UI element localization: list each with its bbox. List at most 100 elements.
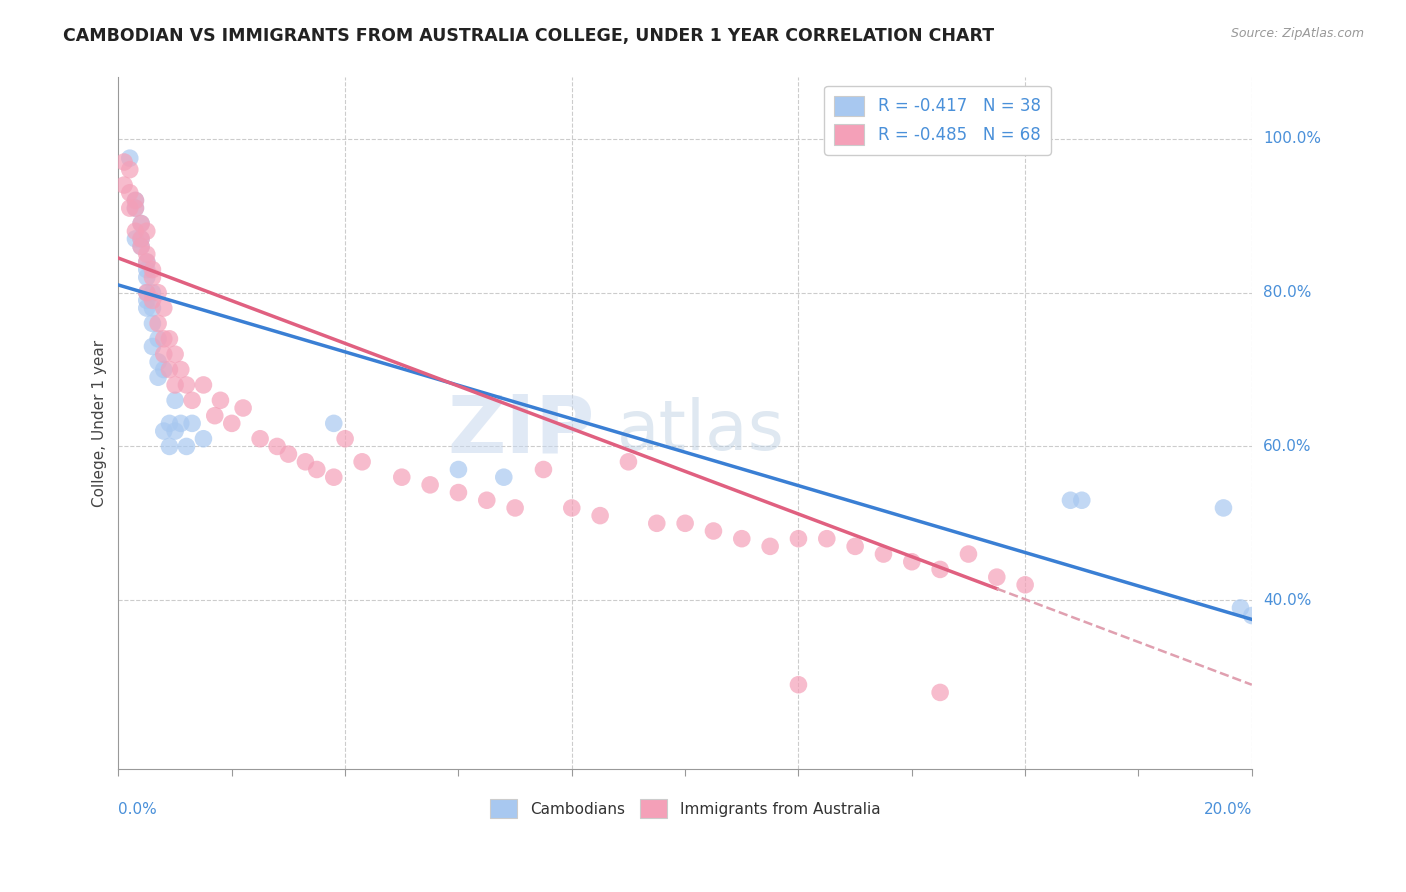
Point xyxy=(159,439,181,453)
Point xyxy=(159,332,181,346)
Text: 100.0%: 100.0% xyxy=(1263,131,1322,146)
Point xyxy=(146,332,169,346)
Point xyxy=(815,532,838,546)
Point xyxy=(146,317,169,331)
Point xyxy=(986,570,1008,584)
Point xyxy=(118,201,141,215)
Point xyxy=(135,255,157,269)
Point xyxy=(193,432,215,446)
Point xyxy=(170,417,193,431)
Point xyxy=(447,462,470,476)
Point xyxy=(929,562,952,576)
Point xyxy=(305,462,328,476)
Point xyxy=(135,247,157,261)
Point xyxy=(391,470,413,484)
Point xyxy=(1229,600,1251,615)
Point xyxy=(929,685,952,699)
Point xyxy=(112,178,135,192)
Point xyxy=(294,455,316,469)
Point xyxy=(1212,500,1234,515)
Point xyxy=(589,508,612,523)
Point xyxy=(118,162,141,177)
Point xyxy=(118,151,141,165)
Point xyxy=(124,201,146,215)
Text: 0.0%: 0.0% xyxy=(118,802,157,817)
Point xyxy=(124,194,146,208)
Point xyxy=(249,432,271,446)
Point xyxy=(135,255,157,269)
Point xyxy=(193,378,215,392)
Point xyxy=(152,424,174,438)
Point xyxy=(141,285,163,300)
Point xyxy=(419,478,441,492)
Point xyxy=(152,332,174,346)
Point xyxy=(135,285,157,300)
Text: 80.0%: 80.0% xyxy=(1263,285,1312,301)
Point xyxy=(1240,608,1263,623)
Point xyxy=(617,455,640,469)
Point xyxy=(492,470,515,484)
Point xyxy=(118,186,141,200)
Point xyxy=(533,462,555,476)
Point xyxy=(181,417,204,431)
Point xyxy=(146,285,169,300)
Point xyxy=(731,532,754,546)
Point xyxy=(165,424,187,438)
Point xyxy=(266,439,288,453)
Point xyxy=(176,378,198,392)
Point xyxy=(129,232,152,246)
Point xyxy=(232,401,254,415)
Point xyxy=(170,362,193,376)
Point xyxy=(645,516,668,531)
Point xyxy=(204,409,226,423)
Point xyxy=(787,678,810,692)
Point xyxy=(135,224,157,238)
Point xyxy=(135,262,157,277)
Point xyxy=(152,362,174,376)
Point xyxy=(844,540,866,554)
Point xyxy=(141,270,163,285)
Point xyxy=(1059,493,1081,508)
Text: 40.0%: 40.0% xyxy=(1263,592,1312,607)
Point xyxy=(277,447,299,461)
Y-axis label: College, Under 1 year: College, Under 1 year xyxy=(93,340,107,507)
Point xyxy=(152,301,174,315)
Point xyxy=(957,547,980,561)
Text: 20.0%: 20.0% xyxy=(1204,802,1251,817)
Point xyxy=(124,232,146,246)
Point xyxy=(141,339,163,353)
Point xyxy=(322,417,344,431)
Point xyxy=(129,217,152,231)
Point xyxy=(503,500,526,515)
Point xyxy=(165,378,187,392)
Point xyxy=(1070,493,1092,508)
Point xyxy=(135,270,157,285)
Point xyxy=(901,555,924,569)
Text: CAMBODIAN VS IMMIGRANTS FROM AUSTRALIA COLLEGE, UNDER 1 YEAR CORRELATION CHART: CAMBODIAN VS IMMIGRANTS FROM AUSTRALIA C… xyxy=(63,27,994,45)
Point xyxy=(561,500,583,515)
Point xyxy=(181,393,204,408)
Point xyxy=(141,317,163,331)
Point xyxy=(475,493,498,508)
Point xyxy=(159,362,181,376)
Point xyxy=(129,239,152,253)
Point xyxy=(447,485,470,500)
Text: atlas: atlas xyxy=(617,397,785,464)
Point xyxy=(135,301,157,315)
Text: Source: ZipAtlas.com: Source: ZipAtlas.com xyxy=(1230,27,1364,40)
Point xyxy=(673,516,696,531)
Point xyxy=(209,393,232,408)
Point xyxy=(333,432,356,446)
Point xyxy=(141,262,163,277)
Point xyxy=(759,540,782,554)
Point xyxy=(146,355,169,369)
Point xyxy=(165,393,187,408)
Legend: Cambodians, Immigrants from Australia: Cambodians, Immigrants from Australia xyxy=(484,793,886,824)
Text: ZIP: ZIP xyxy=(447,392,595,469)
Point xyxy=(129,239,152,253)
Point xyxy=(872,547,894,561)
Point xyxy=(152,347,174,361)
Point xyxy=(165,347,187,361)
Point xyxy=(787,532,810,546)
Point xyxy=(124,224,146,238)
